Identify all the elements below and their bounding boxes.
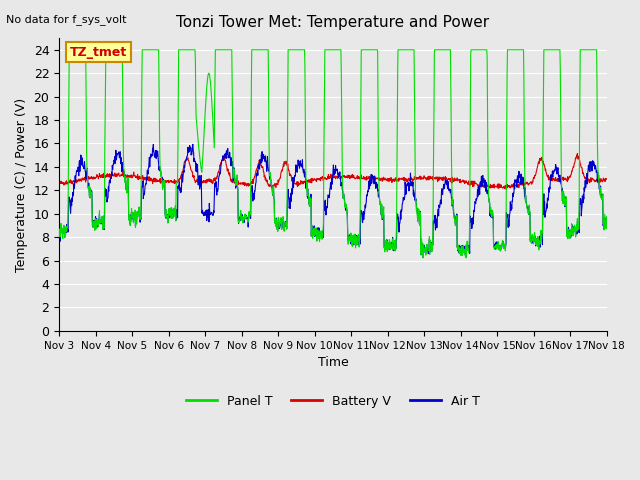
X-axis label: Time: Time xyxy=(317,356,348,369)
Legend: Panel T, Battery V, Air T: Panel T, Battery V, Air T xyxy=(180,390,485,413)
Title: Tonzi Tower Met: Temperature and Power: Tonzi Tower Met: Temperature and Power xyxy=(177,15,490,30)
Y-axis label: Temperature (C) / Power (V): Temperature (C) / Power (V) xyxy=(15,97,28,272)
Text: No data for f_sys_volt: No data for f_sys_volt xyxy=(6,14,127,25)
Text: TZ_tmet: TZ_tmet xyxy=(70,46,127,59)
